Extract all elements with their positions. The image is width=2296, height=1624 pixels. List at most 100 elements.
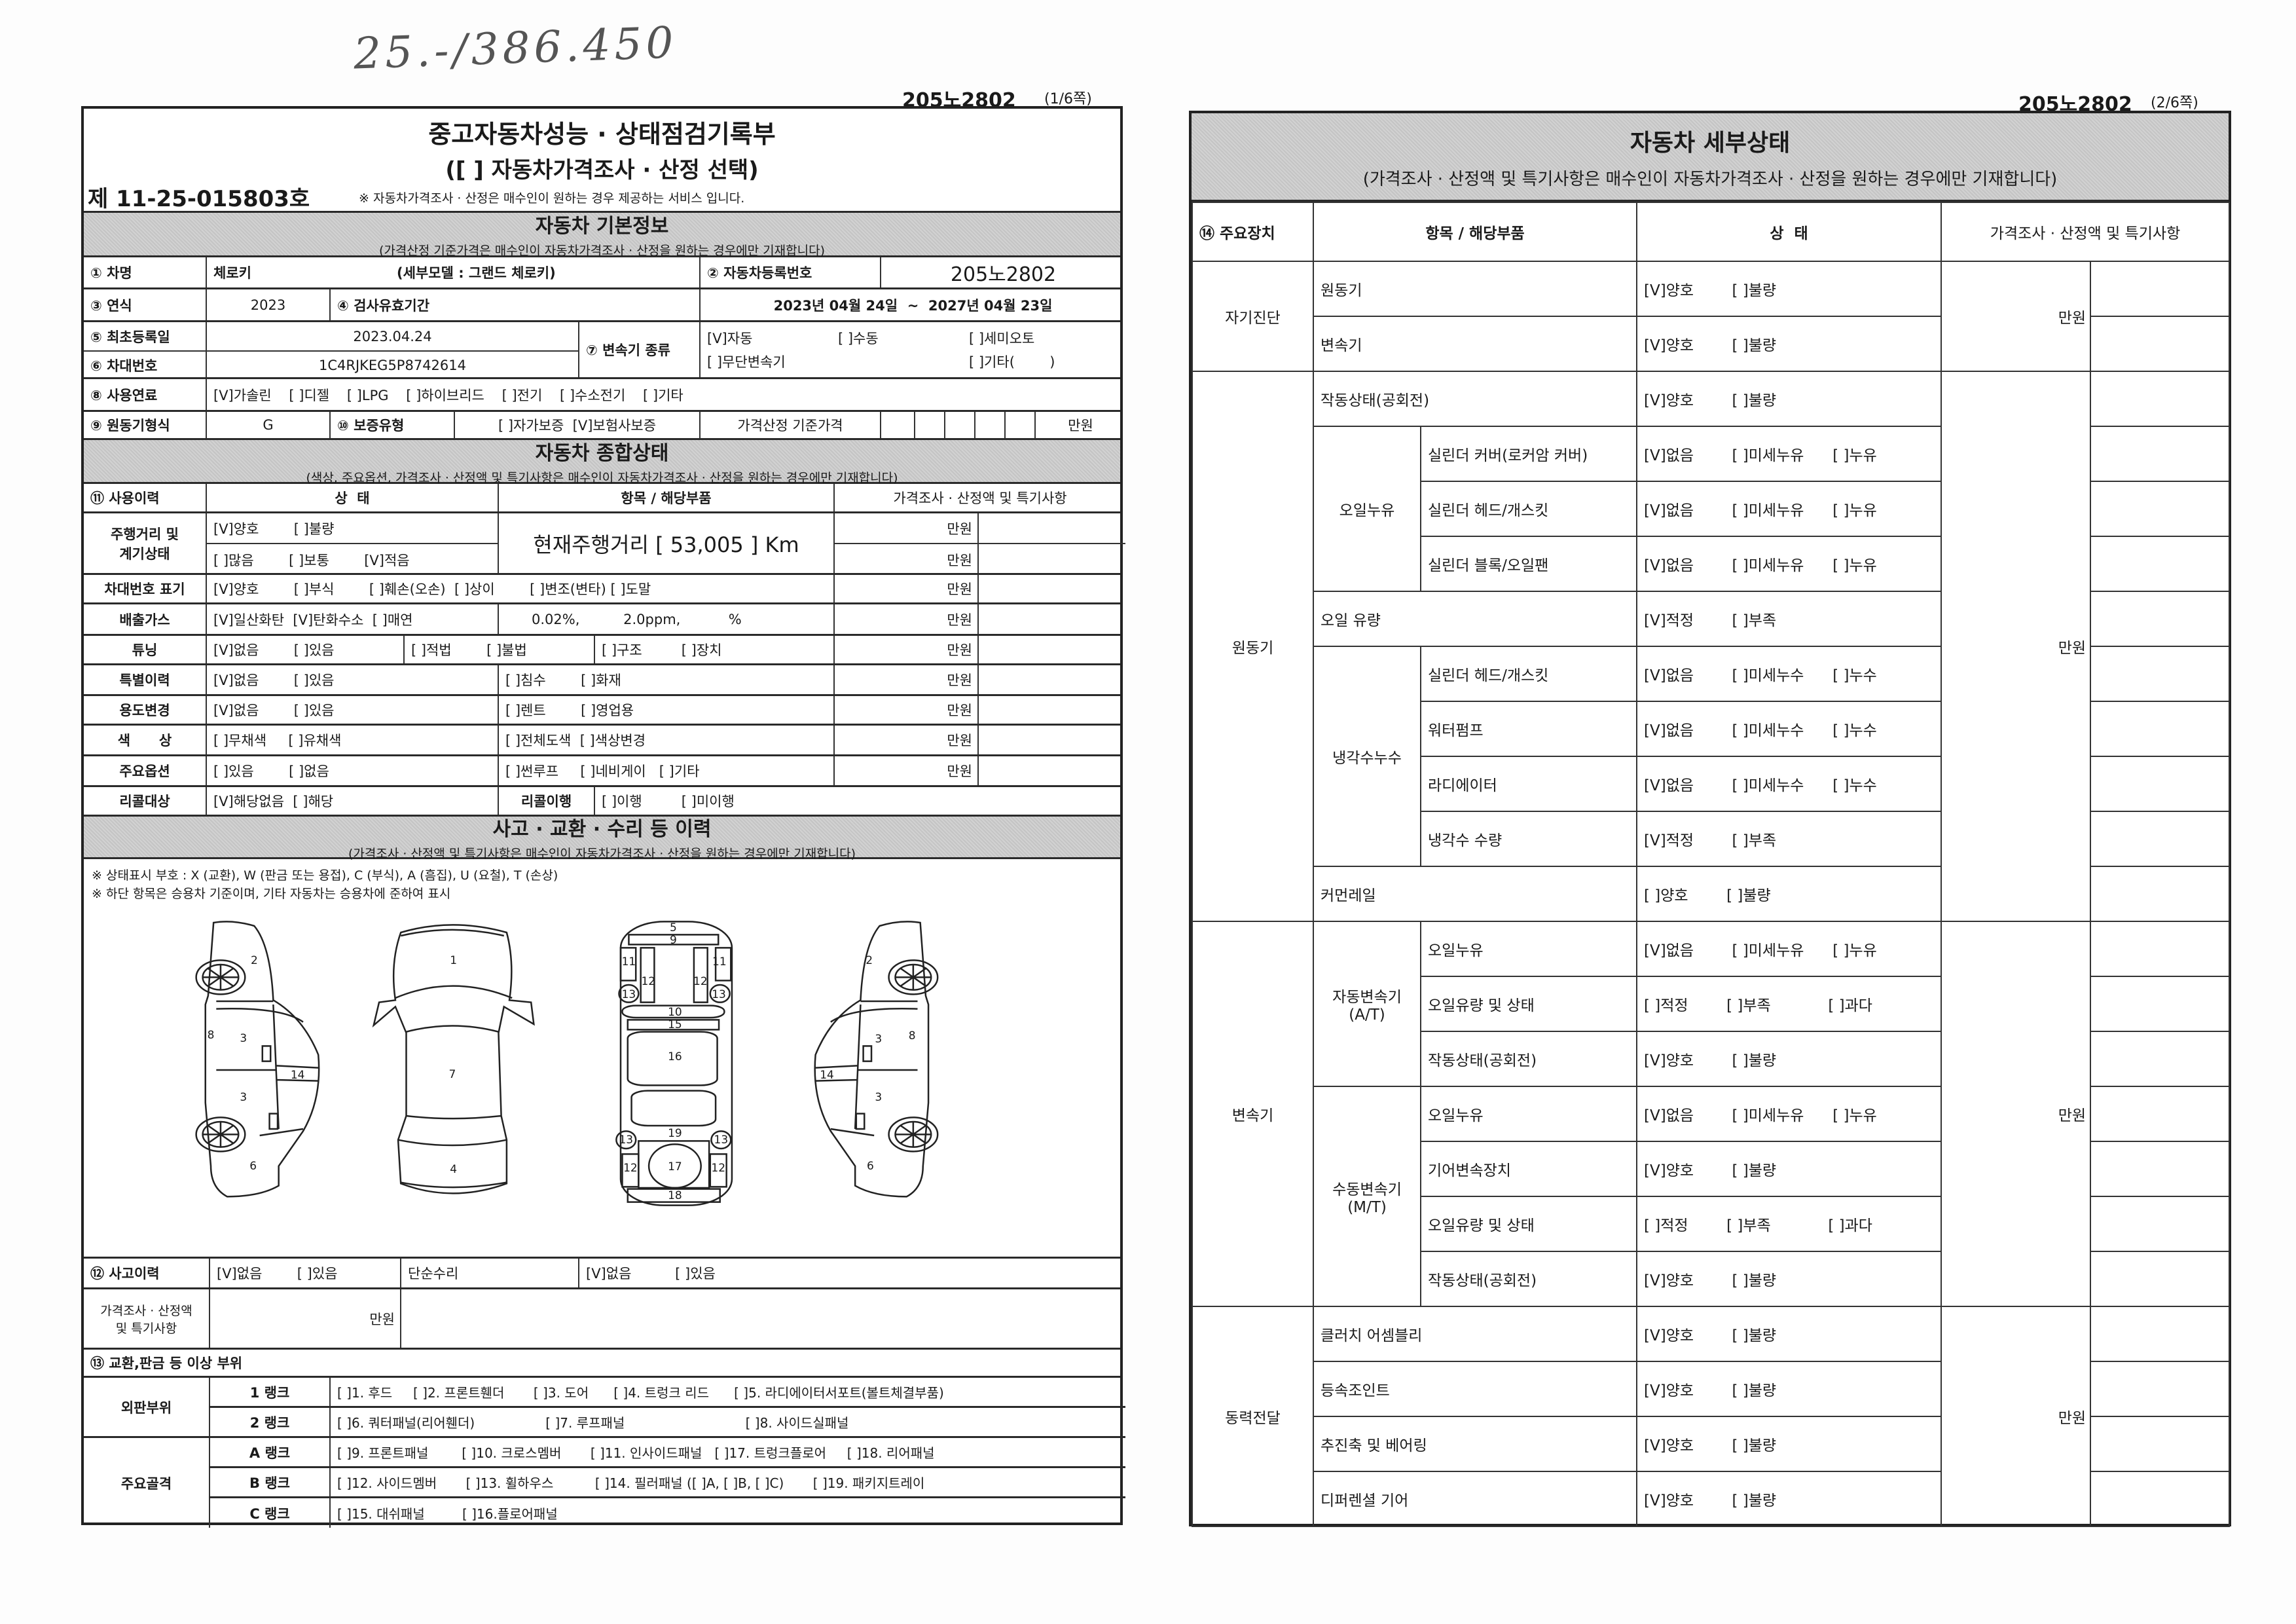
notes-cell	[2090, 1306, 2231, 1362]
part-number-label: 12	[623, 1162, 638, 1175]
price-unit: 만원	[833, 604, 977, 634]
item: 작동상태(공회전)	[1419, 1251, 1638, 1307]
price-digit-box	[974, 412, 1004, 438]
notes-cell	[979, 513, 1125, 544]
overall-header-row: ⑪ 사용이력 상 태 항목 / 해당부품 가격조사 · 산정액 및 특기사항	[84, 484, 1120, 513]
status: [V]양호 [ ]불량	[1636, 371, 1942, 427]
status: [V]양호 [ ]불량	[1636, 261, 1942, 317]
row-accident-history: ⑫ 사고이력 [V]없음 [ ]있음 단순수리 [V]없음 [ ]있음	[84, 1259, 1120, 1289]
status: [V]양호 [ ]불량	[1636, 316, 1942, 372]
car-name-label: ① 차명	[90, 265, 132, 281]
part-number-label: 9	[669, 933, 677, 947]
transmission-options: [V]자동 [ ]수동 [ ]세미오토 [ ]무단변속기 [ ]기타( )	[699, 322, 1125, 377]
status: [V]적정 [ ]부족	[1636, 811, 1942, 867]
notes-cell	[2090, 481, 2231, 537]
detail-row: 오일유량 및 상태 [ ]적정 [ ]부족 [ ]과다	[1192, 1196, 2231, 1252]
certificate-number: 제 11-25-015803호	[88, 186, 310, 212]
part-number-label: 13	[619, 1133, 634, 1147]
detail-row: 추진축 및 베어링 [V]양호 [ ]불량	[1192, 1416, 2231, 1472]
color-status: [ ]무채색 [ ]유채색	[206, 726, 498, 754]
reg-no: 205노2802	[880, 257, 1125, 287]
row-year: ③ 연식 2023 ④ 검사유효기간 2023년 04월 24일 ~ 2027년…	[84, 289, 1120, 322]
notes-cell	[2090, 316, 2231, 372]
rank-label: B 랭크	[209, 1468, 329, 1496]
part-number-label: 6	[866, 1159, 874, 1173]
part-number-label: 7	[448, 1067, 456, 1081]
transmission-semi: [ ]세미오토	[969, 331, 1035, 346]
tuning-label: 튜닝	[132, 642, 158, 658]
transmission-manual: [ ]수동	[838, 331, 879, 346]
item: 라디에이터	[1419, 756, 1638, 812]
price-unit: 만원	[833, 665, 977, 694]
row-tuning: 튜닝 [V]없음 [ ]있음 [ ]적법 [ ]불법 [ ]구조 [ ]장치 만…	[84, 636, 1120, 665]
outer-panel-label: 외판부위	[84, 1378, 209, 1438]
detail-row: 변속기 자동변속기 (A/T) 오일누유 [V]없음 [ ]미세누유 [ ]누유…	[1192, 921, 2231, 1307]
header-usage-history: ⑪ 사용이력	[90, 490, 160, 506]
rank-row: B 랭크 [ ]12. 사이드멤버 [ ]13. 휠하우스 [ ]14. 필러패…	[209, 1468, 1125, 1498]
part-number-label: 17	[668, 1160, 682, 1174]
legend-scope: ※ 하단 항목은 승용차 기준이며, 기타 자동차는 승용차에 준하여 표시	[92, 887, 451, 901]
notes-cell	[2090, 1471, 2231, 1527]
emission-values: 0.02%, 2.0ppm, %	[498, 604, 833, 634]
page2-page-number: (2/6쪽)	[2151, 95, 2198, 111]
part-number-label: 2	[250, 954, 258, 968]
detail-row: 냉각수누수 실린더 헤드/개스킷 [V]없음 [ ]미세누수 [ ]누수	[1192, 646, 2231, 867]
emission-status: [V]일산화탄 [V]탄화수소 [ ]매연	[206, 604, 498, 634]
group-coolant-leak: 냉각수누수	[1313, 646, 1421, 867]
part-number-label: 14	[820, 1069, 834, 1082]
status: [V]양호 [ ]불량	[1636, 1416, 1942, 1472]
service-notice: ※ 자동차가격조사 · 산정은 매수인이 원하는 경우 제공하는 서비스 입니다…	[359, 191, 745, 206]
price-unit: 만원	[1941, 921, 2092, 1307]
car-underbody-view	[616, 921, 732, 1205]
group-automatic: 자동변속기 (A/T)	[1313, 921, 1421, 1087]
rank-row: C 랭크 [ ]15. 대쉬패널 [ ]16.플로어패널	[209, 1498, 1125, 1528]
price-unit: 만원	[1941, 1306, 2092, 1527]
part-number-label: 8	[908, 1029, 916, 1043]
price-digit-box	[880, 412, 914, 438]
price-unit: 만원	[835, 513, 977, 544]
notes-cell	[2090, 1251, 2231, 1307]
options-items: [ ]썬루프 [ ]네비게이 [ ]기타	[498, 756, 833, 785]
header-items: 항목 / 해당부품	[498, 484, 833, 511]
options-label: 주요옵션	[119, 764, 170, 779]
status: [V]양호 [ ]불량	[1636, 1141, 1942, 1197]
price-unit: 만원	[833, 575, 977, 602]
detail-row: 오일 유량 [V]적정 [ ]부족	[1192, 591, 2231, 647]
notes-cell	[2090, 261, 2231, 317]
recall-status: [V]해당없음 [ ]해당	[206, 787, 498, 815]
rank-row: A 랭크 [ ]9. 프론트패널 [ ]10. 크로스멤버 [ ]11. 인사이…	[209, 1438, 1125, 1468]
part-number-label: 19	[668, 1126, 682, 1140]
price-unit: 만원	[833, 756, 977, 785]
abnormal-parts-label: ⑬ 교환,판금 등 이상 부위	[90, 1356, 243, 1371]
price-unit: 만원	[833, 636, 977, 663]
detail-row: 수동변속기 (M/T) 오일누유 [V]없음 [ ]미세누유 [ ]누유	[1192, 1086, 2231, 1307]
item: 추진축 및 베어링	[1312, 1416, 1638, 1472]
mileage-status: [V]양호 [ ]불량 [ ]많음 [ ]보통 [V]적음	[206, 513, 498, 573]
item: 오일유량 및 상태	[1419, 1196, 1638, 1252]
part-number-label: 12	[711, 1162, 726, 1175]
simple-repair-label: 단순수리	[400, 1259, 578, 1287]
price-digit-box	[914, 412, 944, 438]
part-number-label: 3	[240, 1031, 247, 1045]
detail-row: 오일누유 실린더 커버(로커암 커버) [V]없음 [ ]미세누유 [ ]누유	[1192, 426, 2231, 592]
status: [V]없음 [ ]미세누수 [ ]누수	[1636, 701, 1942, 757]
notes-cell	[2090, 591, 2231, 647]
section-title: 자동차 종합상태	[535, 441, 669, 465]
header-items: 항목 / 해당부품	[1312, 202, 1638, 262]
notes-cell	[2090, 976, 2231, 1032]
engine-label: ⑨ 원동기형식	[90, 418, 170, 434]
section-title: 자동차 기본정보	[535, 215, 669, 238]
part-number-label: 8	[207, 1028, 215, 1042]
item: 워터펌프	[1419, 701, 1638, 757]
row-options: 주요옵션 [ ]있음 [ ]없음 [ ]썬루프 [ ]네비게이 [ ]기타 만원	[84, 756, 1120, 787]
reg-vin-labels: ⑤ 최초등록일 ⑥ 차대번호	[84, 322, 206, 377]
usage-change-items: [ ]렌트 [ ]영업용	[498, 696, 833, 724]
legend-symbols: ※ 상태표시 부호 : X (교환), W (판금 또는 용접), C (부식)…	[92, 868, 558, 883]
notes-cell	[2090, 756, 2231, 812]
detail-row: 작동상태(공회전) [V]양호 [ ]불량	[1192, 1251, 2231, 1307]
item: 디퍼렌셜 기어	[1312, 1471, 1638, 1527]
part-number-label: 3	[875, 1090, 883, 1104]
item: 기어변속장치	[1419, 1141, 1638, 1197]
detail-header-row: ⑭ 주요장치 항목 / 해당부품 상 태 가격조사 · 산정액 및 특기사항	[1192, 202, 2231, 262]
part-number-label: 2	[866, 954, 873, 968]
